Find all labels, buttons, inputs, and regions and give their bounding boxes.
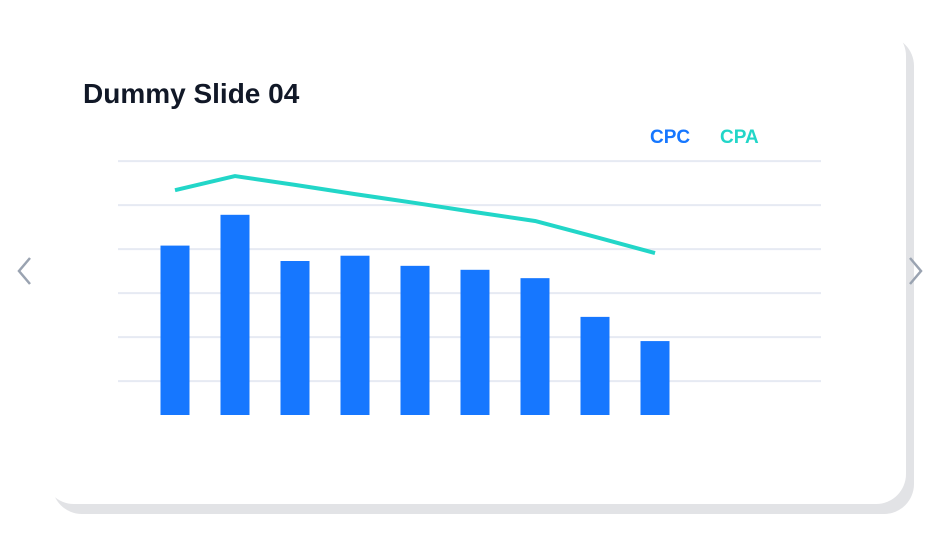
cpc-bar-3 xyxy=(280,261,310,415)
cpc-bar-5 xyxy=(400,265,430,415)
cpc-bar-6 xyxy=(460,269,490,415)
next-slide-button[interactable] xyxy=(906,255,926,287)
prev-slide-button[interactable] xyxy=(14,255,34,287)
chevron-left-icon xyxy=(17,257,31,285)
legend-cpa: CPA xyxy=(720,127,759,148)
cpc-bar-7 xyxy=(520,278,550,415)
cpc-bar-4 xyxy=(340,255,370,415)
cpc-bar-1 xyxy=(160,245,190,415)
slide-title: Dummy Slide 04 xyxy=(83,78,300,109)
cpc-bar-8 xyxy=(580,316,610,415)
chevron-right-icon xyxy=(909,257,923,285)
cpc-bar-9 xyxy=(640,341,670,415)
cpc-bar-2 xyxy=(220,214,250,415)
legend-cpc: CPC xyxy=(650,127,691,148)
